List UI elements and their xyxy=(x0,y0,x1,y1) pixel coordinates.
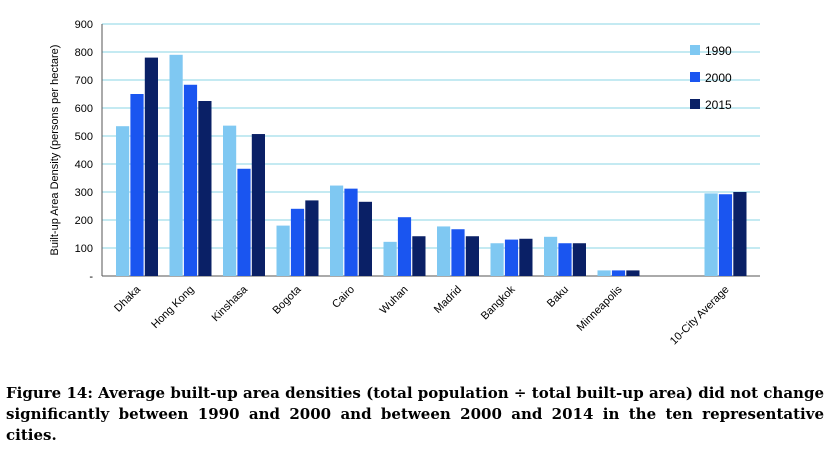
bar-1990 xyxy=(223,125,237,276)
bar-2000 xyxy=(611,270,626,276)
bar-2015 xyxy=(519,238,533,276)
bar-2000 xyxy=(718,194,733,276)
bar-1990 xyxy=(544,236,558,276)
bar-1990 xyxy=(116,126,130,276)
bar-2000 xyxy=(237,168,251,276)
bar-1990 xyxy=(704,193,718,276)
x-tick-label: Kinshasa xyxy=(210,283,251,324)
bar-2015 xyxy=(251,134,265,276)
x-tick-label: Dhaka xyxy=(112,283,144,315)
y-tick-label: 200 xyxy=(75,215,93,227)
bar-2015 xyxy=(305,200,319,276)
bar-2015 xyxy=(358,201,372,276)
legend-label-2015: 2015 xyxy=(705,98,732,112)
bar-2015 xyxy=(465,236,479,276)
legend-swatch-1990 xyxy=(690,45,700,55)
y-tick-label: 600 xyxy=(75,103,93,115)
bar-2015 xyxy=(144,57,158,276)
legend-swatch-2015 xyxy=(690,99,700,109)
bar-1990 xyxy=(490,243,504,276)
bar-2015 xyxy=(626,270,640,276)
x-tick-label: Wuhan xyxy=(378,284,411,317)
bar-2000 xyxy=(183,84,198,276)
bar-2000 xyxy=(397,217,412,276)
gridlines xyxy=(102,23,760,249)
legend-label-2000: 2000 xyxy=(705,71,732,85)
bar-2015 xyxy=(733,192,747,276)
x-tick-label: Baku xyxy=(545,284,571,310)
y-tick-label: 400 xyxy=(75,159,93,171)
bars xyxy=(116,54,747,276)
bar-1990 xyxy=(276,225,290,276)
legend-label-1990: 1990 xyxy=(705,44,732,58)
bar-chart: - 100 200 300 400 500 600 700 800 900 Dhaka Hong K… xyxy=(49,19,760,347)
x-tick-labels: Dhaka Hong Kong Kinshasa Bogota Cairo Wuhan Ma… xyxy=(112,283,731,347)
x-tick-label: Bangkok xyxy=(479,283,518,322)
y-tick-label: 100 xyxy=(75,243,93,255)
x-tick-label: Cairo xyxy=(330,284,357,311)
y-tick-label: 900 xyxy=(75,19,93,31)
bar-2015 xyxy=(572,243,586,276)
figure-caption: Figure 14: Average built-up area densiti… xyxy=(6,384,824,444)
x-tick-label: Bogota xyxy=(270,283,304,317)
x-tick-label: 10-City Average xyxy=(668,284,732,348)
bar-2000 xyxy=(290,208,305,276)
y-tick-label: 800 xyxy=(75,47,93,59)
bar-1990 xyxy=(597,270,611,276)
legend-swatch-2000 xyxy=(690,72,700,82)
y-tick-label: - xyxy=(89,271,93,283)
legend: 1990 2000 2015 xyxy=(690,44,732,112)
y-tick-label: 700 xyxy=(75,75,93,87)
x-tick-label: Madrid xyxy=(432,284,464,316)
bar-1990 xyxy=(169,54,183,276)
y-tick-label: 500 xyxy=(75,131,93,143)
bar-2000 xyxy=(344,188,358,276)
axes xyxy=(101,24,760,277)
bar-1990 xyxy=(330,185,344,276)
y-axis-label: Built-up Area Density (persons per hecta… xyxy=(49,45,61,256)
bar-1990 xyxy=(437,226,451,276)
bar-2015 xyxy=(198,101,212,276)
bar-2000 xyxy=(130,94,144,276)
x-tick-label: Minneapolis xyxy=(575,283,625,333)
bar-2000 xyxy=(451,229,465,276)
bar-2015 xyxy=(412,236,426,276)
bar-2000 xyxy=(558,243,572,276)
y-tick-label: 300 xyxy=(75,187,93,199)
bar-1990 xyxy=(383,241,397,276)
bar-2000 xyxy=(504,239,519,276)
x-tick-label: Hong Kong xyxy=(149,284,196,331)
y-tick-labels: - 100 200 300 400 500 600 700 800 900 xyxy=(75,19,94,283)
